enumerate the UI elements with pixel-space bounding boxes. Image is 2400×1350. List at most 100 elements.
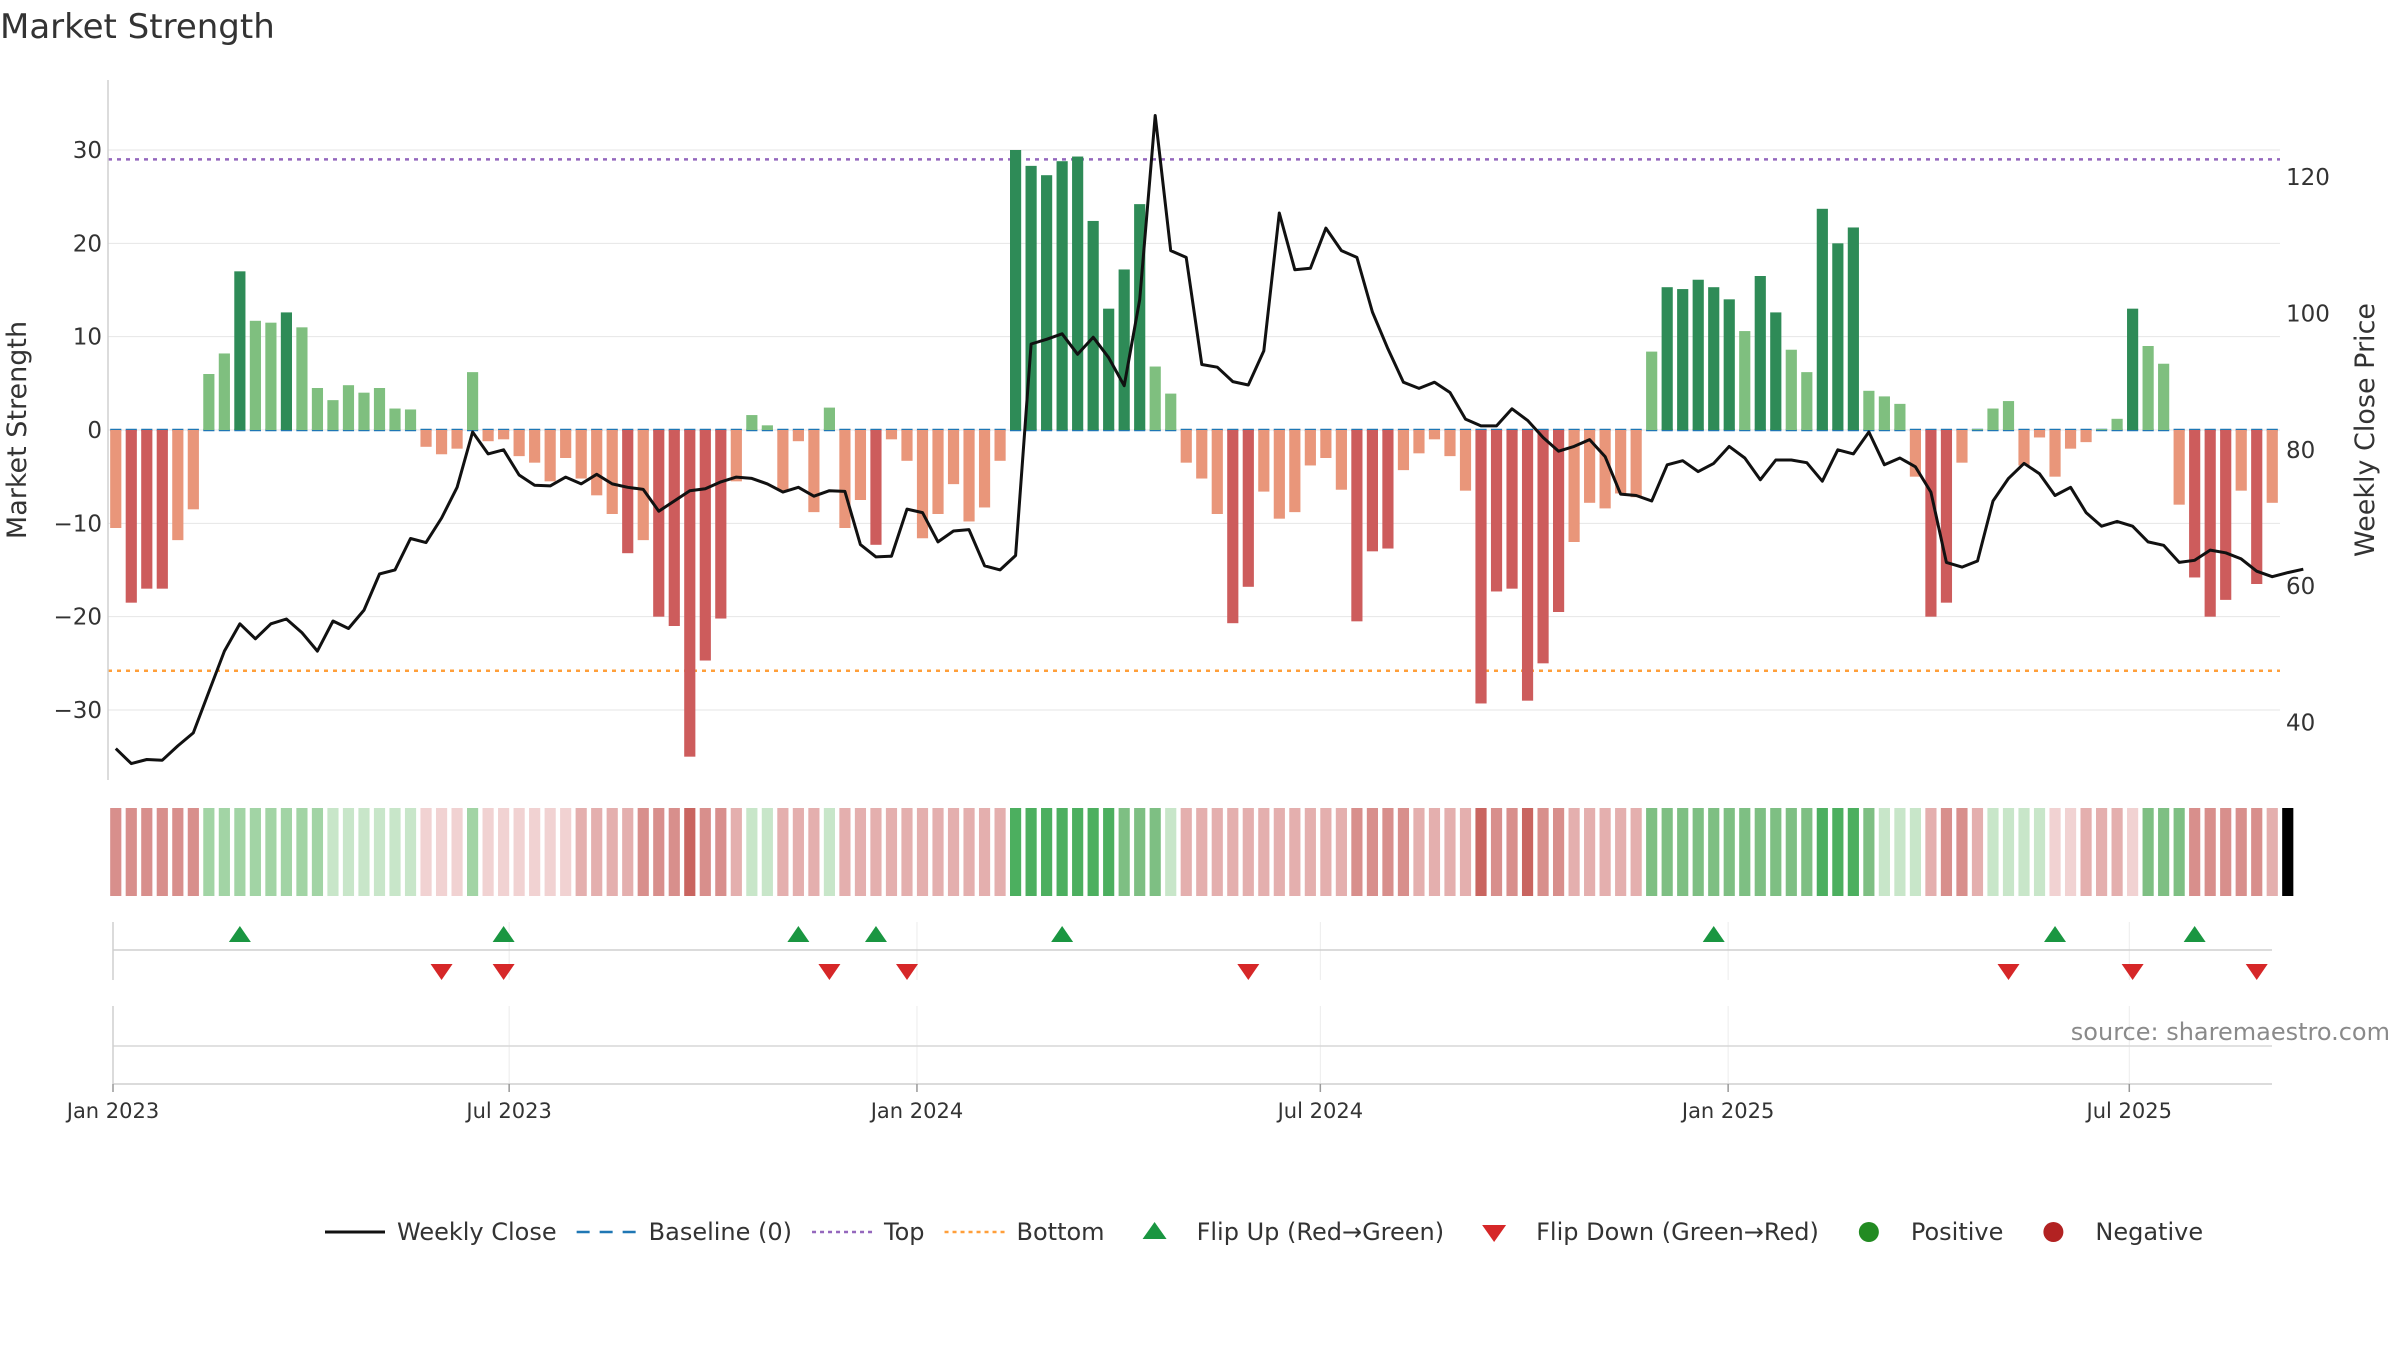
strength-bar — [2111, 418, 2123, 430]
strip-cell — [1366, 808, 1378, 896]
legend-label: Positive — [1911, 1218, 2004, 1246]
strength-bar — [1987, 408, 1999, 430]
legend-item: Flip Down (Green→Red) — [1482, 1218, 1819, 1246]
strip-cell — [280, 808, 292, 896]
strip-cell — [358, 808, 370, 896]
strip-cell — [2033, 808, 2046, 896]
x-tick-label: Jul 2023 — [464, 1099, 551, 1123]
strip-cell — [1925, 808, 1937, 896]
strip-cell — [885, 808, 898, 896]
strip-cell — [1615, 808, 1627, 896]
strength-bar — [1211, 430, 1223, 514]
y-tick-left: 20 — [73, 231, 102, 257]
flip-up-marker — [787, 926, 810, 942]
strength-bar — [746, 415, 758, 430]
strip-cell — [1010, 808, 1022, 896]
legend-label: Top — [883, 1218, 925, 1246]
strength-bar — [1661, 287, 1673, 430]
strength-bar — [2158, 363, 2170, 430]
strength-bar — [1521, 430, 1534, 701]
y-tick-right: 120 — [2286, 165, 2330, 191]
strip-cell — [1165, 808, 1177, 896]
strength-bar — [2018, 430, 2030, 466]
strip-cell — [730, 808, 742, 896]
strength-bar — [1444, 430, 1456, 457]
strength-bars — [110, 150, 2278, 757]
strength-bar — [823, 407, 835, 430]
strength-bar — [653, 430, 665, 617]
strength-bar — [1289, 430, 1301, 513]
strength-bar — [1180, 430, 1192, 463]
strip-cell — [1646, 808, 1658, 896]
strength-bar — [1041, 175, 1053, 430]
strength-bar — [2251, 430, 2263, 584]
strip-cell — [1894, 808, 1906, 896]
strip-cell — [1956, 808, 1968, 896]
strength-bar — [606, 430, 618, 514]
strip-cell — [1149, 808, 1161, 896]
strength-bar — [1785, 349, 1797, 430]
strength-bar — [1584, 430, 1596, 503]
strip-cell — [2204, 808, 2216, 896]
strength-bar — [1599, 430, 1611, 509]
strength-bar — [327, 400, 339, 430]
strength-bar — [1103, 308, 1115, 430]
strength-bar — [1646, 351, 1658, 430]
strength-bar — [622, 430, 634, 554]
strip-cell — [1816, 808, 1828, 896]
strength-bar — [265, 322, 277, 430]
strength-bar — [467, 372, 479, 430]
strip-cell — [1025, 808, 1037, 896]
strip-cell — [684, 808, 696, 896]
strip-cell — [1537, 808, 1549, 896]
strength-bar — [1227, 430, 1239, 624]
strip-cell — [234, 808, 246, 896]
strip-cell — [373, 808, 386, 896]
strip-cell — [1459, 808, 1472, 896]
strip-cell — [1227, 808, 1239, 896]
strip-cell — [249, 808, 261, 896]
strength-bar — [2064, 430, 2077, 449]
legend-item: Weekly Close — [325, 1218, 557, 1246]
legend-item: Baseline (0) — [576, 1218, 792, 1246]
strip-cell — [1801, 808, 1813, 896]
strip-cell — [1584, 808, 1596, 896]
y-tick-left: −10 — [53, 511, 102, 537]
strength-bar — [591, 430, 603, 496]
strip-cell — [451, 808, 463, 896]
strength-bar — [947, 430, 960, 485]
flip-down-marker — [1237, 964, 1260, 980]
legend-item: Flip Up (Red→Green) — [1142, 1218, 1444, 1246]
strip-cell — [1909, 808, 1921, 896]
strength-bar — [420, 430, 432, 447]
flip-down-marker — [1997, 964, 2020, 980]
strip-cell — [622, 808, 634, 896]
strip-cell — [2080, 808, 2092, 896]
strength-bar — [1909, 430, 1921, 477]
strip-cell — [435, 808, 448, 896]
legend-label: Baseline (0) — [649, 1218, 792, 1246]
strength-bar — [1925, 430, 1937, 617]
legend-swatch — [1142, 1222, 1167, 1239]
strength-bar — [172, 430, 184, 541]
strip-cell — [265, 808, 277, 896]
strength-bar — [1832, 243, 1844, 430]
strength-bar — [684, 430, 696, 757]
strip-cell — [2111, 808, 2123, 896]
strength-bar — [218, 353, 230, 430]
strip-cell — [1304, 808, 1316, 896]
strip-cell — [653, 808, 665, 896]
strength-bar — [1196, 430, 1208, 479]
flip-up-marker — [2044, 926, 2067, 942]
strength-bar — [885, 430, 898, 440]
y-tick-right: 60 — [2286, 574, 2315, 600]
strip-cell — [1320, 808, 1332, 896]
x-tick-label: Jul 2025 — [2085, 1099, 2172, 1123]
strength-bar — [1940, 430, 1953, 603]
strength-bar — [1258, 430, 1270, 492]
strip-cell — [777, 808, 789, 896]
strength-bar — [715, 430, 727, 619]
strip-cell — [1770, 808, 1782, 896]
